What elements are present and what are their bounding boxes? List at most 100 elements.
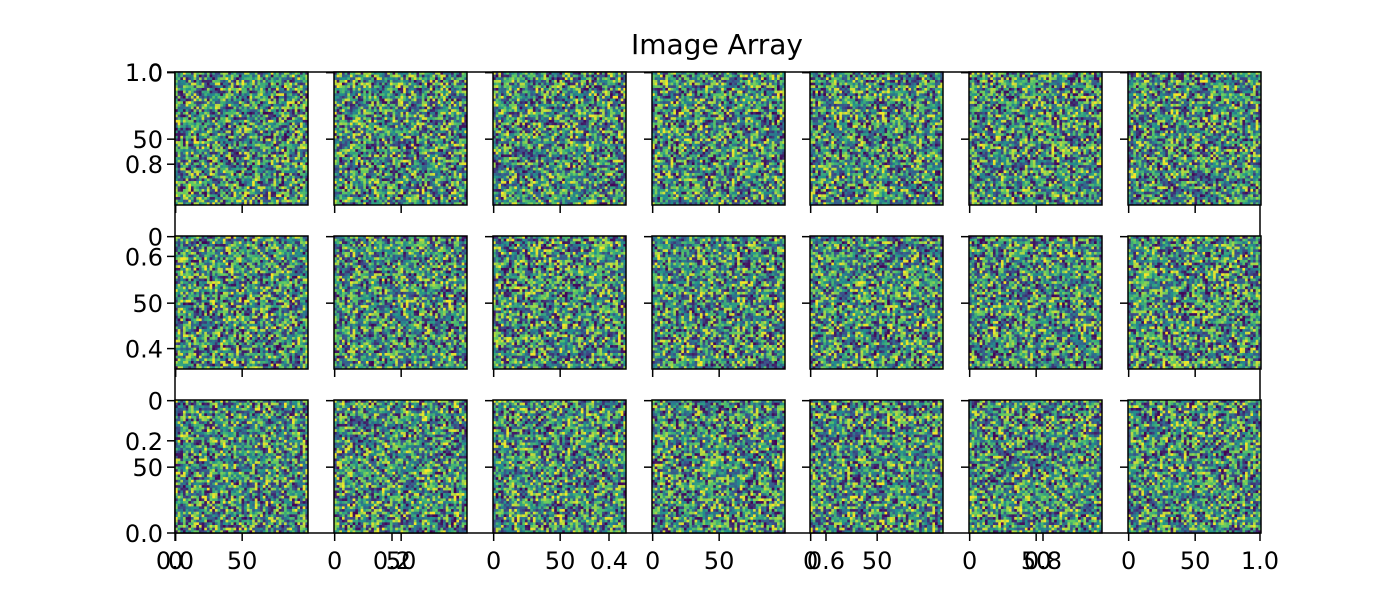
image-cell	[255, 117, 258, 120]
image-cell	[220, 125, 223, 128]
image-cell	[273, 109, 276, 112]
image-cell	[281, 157, 284, 160]
image-cell	[207, 107, 210, 110]
image-cell	[249, 96, 252, 99]
image-cell	[178, 123, 181, 126]
image-cell	[287, 152, 290, 155]
image-cell	[231, 75, 234, 78]
image-cell	[188, 154, 191, 157]
image-cell	[263, 117, 266, 120]
image-cell	[215, 91, 218, 94]
image-cell	[257, 139, 260, 142]
image-cell	[279, 88, 282, 91]
image-cell	[289, 146, 292, 149]
image-cell	[303, 109, 306, 112]
image-cell	[186, 93, 189, 96]
image-cell	[186, 136, 189, 139]
image-cell	[188, 123, 191, 126]
image-cell	[255, 88, 258, 91]
image-cell	[234, 120, 237, 123]
image-cell	[300, 131, 303, 134]
image-cell	[210, 99, 213, 102]
image-cell	[287, 112, 290, 115]
image-cell	[303, 154, 306, 157]
image-cell	[242, 85, 245, 88]
image-cell	[289, 91, 292, 94]
image-cell	[236, 93, 239, 96]
image-cell	[265, 139, 268, 142]
image-cell	[228, 123, 231, 126]
image-cell	[273, 117, 276, 120]
image-cell	[249, 128, 252, 131]
image-cell	[255, 139, 258, 142]
image-cell	[183, 160, 186, 163]
image-cell	[273, 131, 276, 134]
image-cell	[196, 133, 199, 136]
image-cell	[287, 144, 290, 147]
image-cell	[255, 125, 258, 128]
image-cell	[287, 83, 290, 86]
image-cell	[276, 80, 279, 83]
image-cell	[226, 104, 229, 107]
image-cell	[183, 117, 186, 120]
image-cell	[188, 77, 191, 80]
image-cell	[300, 80, 303, 83]
image-cell	[247, 125, 250, 128]
image-cell	[239, 93, 242, 96]
image-cell	[242, 139, 245, 142]
image-cell	[265, 154, 268, 157]
image-cell	[247, 104, 250, 107]
image-cell	[273, 101, 276, 104]
image-cell	[183, 149, 186, 152]
image-cell	[218, 149, 221, 152]
image-cell	[196, 104, 199, 107]
image-cell	[249, 160, 252, 163]
image-cell	[289, 136, 292, 139]
image-cell	[199, 96, 202, 99]
image-cell	[234, 80, 237, 83]
image-cell	[260, 149, 263, 152]
image-cell	[249, 80, 252, 83]
image-cell	[199, 123, 202, 126]
image-cell	[210, 104, 213, 107]
image-cell	[196, 96, 199, 99]
image-cell	[210, 136, 213, 139]
image-cell	[231, 101, 234, 104]
image-cell	[263, 93, 266, 96]
image-cell	[194, 154, 197, 157]
image-cell	[207, 131, 210, 134]
image-cell	[260, 117, 263, 120]
image-cell	[284, 99, 287, 102]
image-cell	[252, 128, 255, 131]
image-cell	[183, 139, 186, 142]
image-cell	[178, 101, 181, 104]
image-cell	[234, 139, 237, 142]
image-cell	[191, 120, 194, 123]
image-cell	[281, 75, 284, 78]
image-cell	[287, 109, 290, 112]
image-cell	[292, 123, 295, 126]
image-cell	[287, 157, 290, 160]
image-cell	[297, 154, 300, 157]
image-cell	[265, 146, 268, 149]
image-cell	[180, 146, 183, 149]
image-cell	[228, 99, 231, 102]
image-cell	[279, 139, 282, 142]
image-cell	[223, 117, 226, 120]
image-cell	[228, 139, 231, 142]
image-cell	[231, 91, 234, 94]
image-cell	[231, 104, 234, 107]
image-cell	[263, 162, 266, 165]
image-cell	[234, 154, 237, 157]
image-cell	[271, 80, 274, 83]
image-cell	[271, 146, 274, 149]
image-cell	[303, 93, 306, 96]
image-cell	[255, 75, 258, 78]
image-cell	[300, 117, 303, 120]
image-cell	[204, 104, 207, 107]
image-cell	[255, 109, 258, 112]
image-cell	[210, 91, 213, 94]
image-cell	[186, 104, 189, 107]
image-cell	[263, 157, 266, 160]
image-cell	[226, 83, 229, 86]
